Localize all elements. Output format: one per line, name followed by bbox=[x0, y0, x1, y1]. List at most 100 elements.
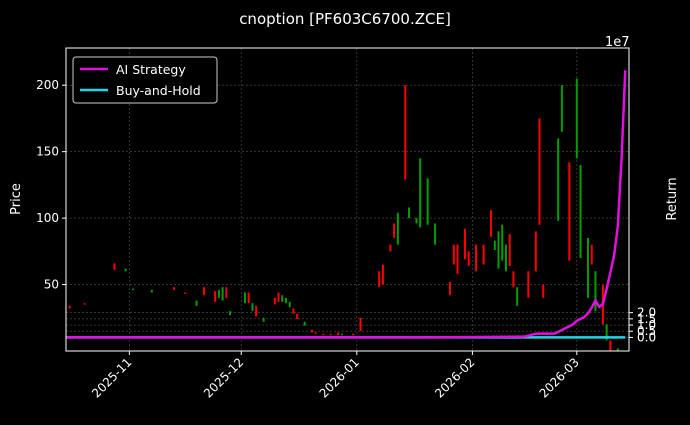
y-tick-label: 100 bbox=[36, 211, 59, 225]
x-axis-ticks: 2025-11 2025-12 2026-01 2026-02 2026-03 bbox=[89, 351, 582, 401]
candle bbox=[516, 287, 519, 306]
candle bbox=[314, 332, 317, 334]
candle bbox=[404, 85, 407, 180]
candle bbox=[381, 264, 384, 285]
y-tick-label: 50 bbox=[44, 278, 59, 292]
candle bbox=[221, 287, 224, 301]
y2-axis-label: Return bbox=[665, 177, 680, 220]
candle bbox=[247, 292, 250, 304]
legend: AI Strategy Buy-and-Hold bbox=[72, 56, 218, 104]
candle bbox=[150, 289, 153, 293]
y2-tick-label: 2.0 bbox=[637, 306, 656, 320]
candle bbox=[273, 297, 276, 305]
y2-tick-label: 0.0 bbox=[637, 330, 656, 344]
candle bbox=[337, 332, 340, 336]
candle bbox=[68, 305, 71, 309]
candle bbox=[83, 303, 86, 305]
candle bbox=[490, 210, 493, 237]
candle bbox=[195, 300, 198, 306]
candle bbox=[504, 244, 507, 272]
x-tick-label: 2025-11 bbox=[89, 355, 134, 400]
candle bbox=[463, 228, 466, 260]
y2-tick-label: 1.0 bbox=[637, 318, 656, 332]
candlestick-series bbox=[68, 78, 619, 351]
y-axis-label: Price bbox=[9, 183, 24, 215]
candle bbox=[590, 244, 593, 265]
candle bbox=[542, 284, 545, 298]
chart-title: cnoption [PF603C6700.ZCE] bbox=[239, 10, 451, 28]
candle bbox=[605, 324, 608, 341]
candle bbox=[467, 251, 470, 266]
candle bbox=[449, 281, 452, 296]
legend-box bbox=[72, 56, 218, 104]
candle bbox=[225, 287, 228, 298]
y-tick-label: 200 bbox=[36, 78, 59, 92]
candle bbox=[124, 268, 127, 272]
candle bbox=[419, 158, 422, 228]
candle bbox=[534, 231, 537, 272]
plot-area-frame bbox=[65, 47, 630, 352]
x-tick-label: 2026-01 bbox=[317, 355, 362, 400]
candle bbox=[214, 291, 217, 302]
series-line-ai-strategy bbox=[66, 70, 627, 339]
candle bbox=[352, 333, 355, 336]
legend-label-ai-strategy: AI Strategy bbox=[116, 62, 186, 77]
candle bbox=[508, 234, 511, 266]
left-axis-ticks: 50 100 150 200 bbox=[36, 78, 66, 292]
candle bbox=[415, 218, 418, 224]
candle bbox=[616, 348, 619, 351]
candle bbox=[586, 238, 589, 298]
candle bbox=[340, 333, 343, 336]
x-tick-label: 2026-02 bbox=[432, 355, 477, 400]
legend-label-buy-and-hold: Buy-and-Hold bbox=[116, 83, 201, 98]
candle bbox=[426, 178, 429, 225]
y2-tick-label: 0.5 bbox=[637, 324, 656, 338]
candle bbox=[497, 231, 500, 269]
y-tick-label: 150 bbox=[36, 145, 59, 159]
y2-tick-label: 1.5 bbox=[637, 312, 656, 326]
candle bbox=[493, 240, 496, 250]
candle bbox=[296, 313, 299, 320]
x-tick-label: 2025-12 bbox=[201, 355, 246, 400]
candle bbox=[132, 288, 135, 291]
candle bbox=[378, 271, 381, 288]
candle bbox=[389, 244, 392, 252]
candle bbox=[184, 292, 187, 295]
candle bbox=[538, 118, 541, 225]
candle bbox=[281, 295, 284, 302]
candle bbox=[557, 138, 560, 221]
candle bbox=[594, 271, 597, 312]
candle bbox=[262, 317, 265, 322]
candle bbox=[512, 271, 515, 288]
candle bbox=[568, 162, 571, 261]
y2-offset-text: 1e7 bbox=[605, 35, 630, 50]
candle bbox=[393, 223, 396, 239]
candle bbox=[329, 333, 332, 336]
candle bbox=[277, 292, 280, 302]
candle bbox=[609, 340, 612, 351]
x-tick-label: 2026-03 bbox=[537, 355, 582, 400]
candle bbox=[113, 263, 116, 270]
candle bbox=[303, 321, 306, 326]
candle bbox=[173, 287, 176, 290]
candle bbox=[311, 329, 314, 333]
candle bbox=[217, 289, 220, 298]
candle bbox=[575, 78, 578, 159]
candle bbox=[434, 223, 437, 245]
candle bbox=[482, 244, 485, 265]
candle bbox=[560, 85, 563, 132]
candle bbox=[288, 301, 291, 308]
candle bbox=[255, 305, 258, 317]
candle bbox=[322, 333, 325, 336]
candle bbox=[408, 207, 411, 219]
candle bbox=[452, 244, 455, 265]
candle bbox=[456, 244, 459, 274]
candle bbox=[359, 317, 362, 332]
candle bbox=[527, 271, 530, 298]
candle bbox=[229, 311, 232, 316]
candle bbox=[251, 303, 254, 312]
candle bbox=[292, 308, 295, 314]
return-lines bbox=[66, 70, 627, 339]
